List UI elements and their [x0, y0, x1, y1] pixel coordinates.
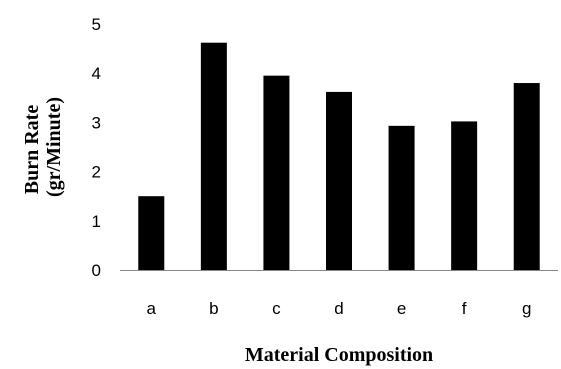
bar	[326, 91, 352, 271]
y-tick-label: 3	[92, 113, 101, 132]
bar	[138, 196, 165, 270]
y-axis-title-line-2: (gr/Minute)	[43, 97, 65, 197]
x-tick-label: a	[147, 299, 157, 318]
y-axis-ticks: 0 1 2 3 4 5	[92, 15, 101, 280]
x-tick-label: b	[209, 299, 218, 318]
bar	[513, 83, 540, 270]
x-axis-title: Material Composition	[245, 344, 433, 366]
y-tick-label: 5	[92, 15, 101, 34]
y-axis-title: Burn Rate (gr/Minute)	[21, 97, 65, 197]
y-tick-label: 0	[92, 261, 101, 280]
y-tick-label: 2	[92, 163, 101, 182]
bars	[138, 42, 540, 271]
x-tick-label: e	[397, 299, 406, 318]
bar	[200, 42, 227, 270]
x-axis-ticks: a b c d e f g	[147, 299, 532, 318]
x-tick-label: d	[334, 299, 343, 318]
x-tick-label: f	[462, 299, 467, 318]
x-tick-label: g	[522, 299, 531, 318]
y-axis-title-line-1: Burn Rate	[21, 105, 43, 195]
y-tick-label: 1	[92, 212, 101, 231]
bar	[263, 75, 290, 270]
y-tick-label: 4	[92, 64, 101, 83]
bar	[388, 125, 415, 271]
x-tick-label: c	[272, 299, 281, 318]
bar	[451, 121, 478, 270]
